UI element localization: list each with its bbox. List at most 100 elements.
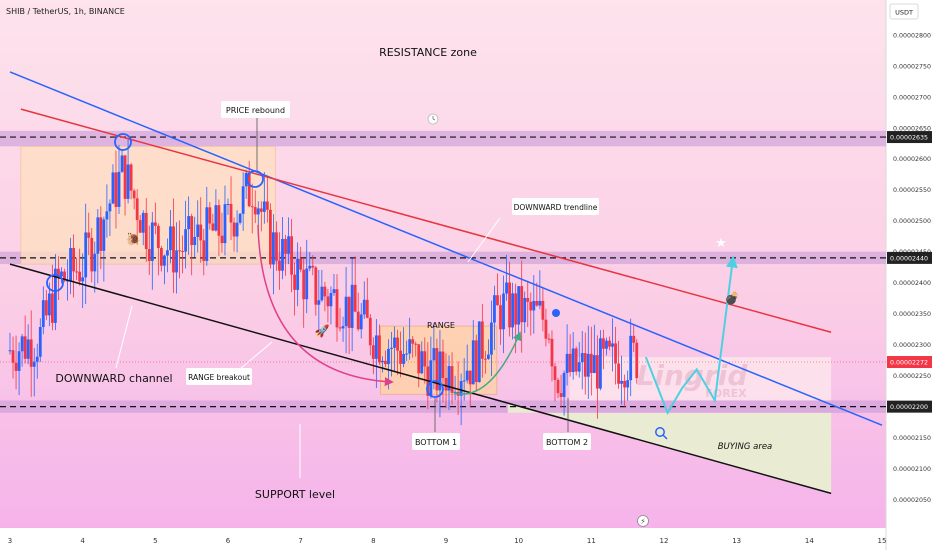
candle-body	[232, 222, 236, 237]
candle-body	[262, 201, 266, 212]
candle-body	[265, 201, 269, 210]
candle-body	[26, 339, 30, 359]
candle-body	[208, 207, 212, 224]
candle-body	[517, 286, 521, 325]
candle-body	[320, 286, 324, 301]
candle-body	[353, 284, 357, 312]
snail-icon: 🐌	[126, 232, 141, 246]
candle-body	[57, 268, 60, 277]
trendline-callout-arrow	[467, 217, 501, 263]
candle-body	[172, 226, 175, 273]
candle-body	[511, 293, 515, 328]
candle-body	[384, 360, 387, 365]
candle-body	[356, 311, 360, 330]
candle-body	[556, 379, 560, 394]
candle-body	[635, 342, 639, 379]
price-tick-label: 0.00002650	[893, 125, 931, 132]
candle-body	[38, 327, 42, 357]
candle-body	[496, 295, 499, 306]
candle-body	[390, 347, 393, 349]
time-tick-label: 9	[444, 537, 448, 545]
candle-body	[69, 248, 72, 281]
candle-body	[32, 361, 36, 367]
candle-body	[420, 351, 424, 374]
candle-body	[123, 155, 127, 199]
price-tick-label: 0.00002800	[893, 32, 931, 39]
candle-body	[486, 354, 490, 359]
candle-body	[368, 317, 372, 346]
trendline-touch-dot	[552, 309, 560, 317]
candle-body	[281, 238, 284, 271]
candle-body	[505, 282, 508, 294]
candle-body	[341, 326, 345, 329]
lower-box	[569, 357, 832, 401]
candle-body	[105, 211, 109, 220]
candle-body	[480, 321, 484, 359]
candle-body	[211, 223, 215, 231]
time-tick-label: 15	[878, 537, 887, 545]
candle-body	[592, 355, 596, 374]
time-axis[interactable]: 3 4 5 6 7 8 9 10 11 12 13 14 15	[8, 537, 887, 545]
bounce-curve-arrow	[453, 331, 522, 395]
candle-body	[175, 250, 178, 273]
price-badge-label: 0.00002272	[890, 360, 928, 367]
candle-body	[595, 355, 599, 389]
candle-body	[629, 335, 633, 381]
candle-body	[193, 236, 197, 246]
candle-body	[60, 271, 63, 277]
candle-body	[526, 297, 530, 302]
chart-title: SHIB / TetherUS, 1h, BINANCE	[6, 7, 125, 16]
candle-body	[311, 265, 315, 268]
marker-circle	[246, 170, 264, 188]
candle-body	[520, 286, 524, 323]
candle-body	[450, 366, 454, 393]
candle-body	[335, 289, 339, 328]
candle-body	[326, 296, 330, 307]
downward-trendline[interactable]	[9, 71, 883, 426]
candle-body	[562, 373, 566, 397]
candle-body	[365, 299, 369, 318]
price-tick-label: 0.00002300	[893, 342, 931, 349]
time-tick-label: 6	[226, 537, 231, 545]
price-axis[interactable]: USDT 0.00002800 0.00002750 0.00002700 0.000…	[887, 3, 932, 504]
candle-body	[129, 164, 133, 191]
price-badge-label: 0.00002200	[890, 404, 928, 411]
candle-body	[132, 190, 136, 199]
price-tick-label: 0.00002350	[893, 311, 931, 318]
price-tick-label: 0.00002700	[893, 94, 931, 101]
candle-body	[99, 217, 103, 251]
candle-body	[529, 301, 533, 311]
candle-body	[381, 360, 384, 363]
candle-body	[190, 216, 194, 246]
channel-callout-arrow	[115, 305, 133, 369]
candle-body	[541, 300, 545, 320]
candle-body	[429, 360, 433, 396]
candle-body	[299, 258, 303, 270]
price-tick-label: 0.00002150	[893, 435, 931, 442]
red-trendline[interactable]	[20, 108, 832, 333]
candle-body	[553, 366, 557, 380]
candle-body	[623, 380, 627, 388]
candle-body	[314, 267, 318, 305]
candle-body	[608, 340, 611, 347]
downward-channel-label: DOWNWARD channel	[55, 372, 172, 385]
candle-body	[184, 229, 188, 252]
candle-body	[396, 337, 399, 351]
candle-body	[605, 340, 608, 349]
candle-body	[387, 348, 390, 365]
projection-path	[644, 255, 738, 416]
candle-body	[102, 219, 106, 251]
bottom1-callout: BOTTOM 1	[412, 433, 460, 450]
candle-body	[272, 232, 275, 265]
bomb-icon: 💣	[725, 291, 740, 306]
consolidation-box	[20, 146, 276, 265]
candle-body	[468, 370, 472, 385]
candle-body	[256, 208, 260, 215]
candle-body	[580, 353, 584, 363]
channel-lower-line[interactable]	[9, 263, 832, 495]
time-tick-label: 12	[660, 537, 669, 545]
downward-trendline-label: DOWNWARD trendline	[514, 203, 598, 212]
candle-body	[362, 299, 366, 315]
candle-body	[599, 338, 602, 389]
